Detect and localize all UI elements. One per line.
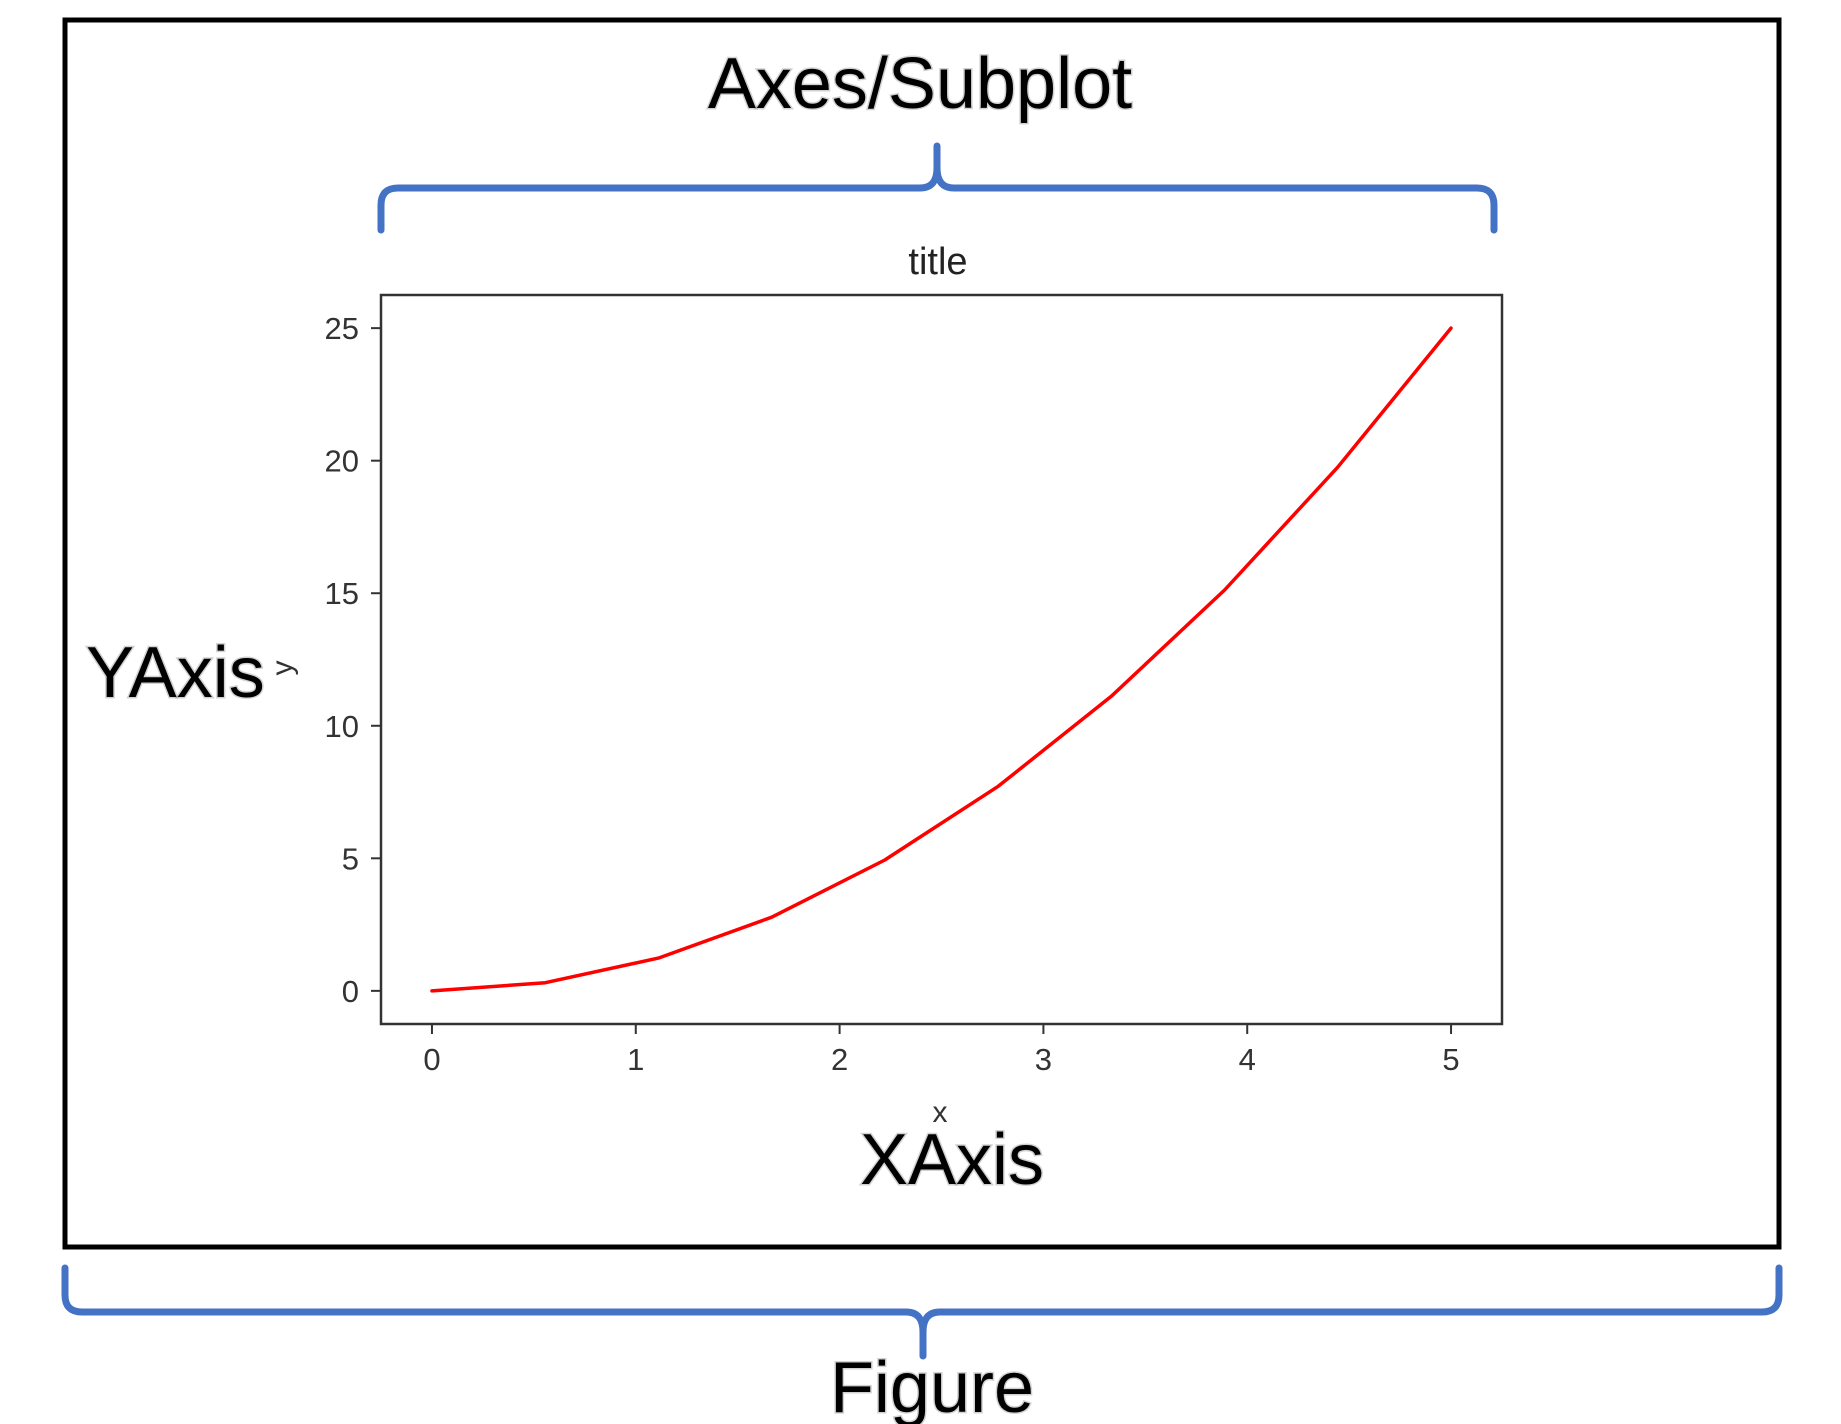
- figure-label: Figure: [830, 1348, 1034, 1424]
- figure-brace: [61, 1264, 1783, 1360]
- x-axis-small-label: x: [933, 1096, 948, 1129]
- axes-subplot-label: Axes/Subplot: [708, 44, 1132, 124]
- y-tick-label: 15: [325, 576, 359, 611]
- x-tick-label: 5: [1442, 1042, 1459, 1077]
- y-tick-label: 20: [325, 444, 359, 479]
- y-axis-annotation: YAxis: [86, 633, 265, 713]
- x-tick-label: 1: [627, 1042, 644, 1077]
- axes-subplot-brace: [377, 142, 1498, 234]
- x-tick-label: 4: [1239, 1042, 1256, 1077]
- x-tick-label: 0: [423, 1042, 440, 1077]
- plot-area: [379, 293, 1504, 1026]
- figure-border: [62, 17, 1782, 1250]
- y-tick-label: 5: [342, 841, 359, 876]
- x-tick-label: 3: [1035, 1042, 1052, 1077]
- y-axis-ticks: 0 5 10 15 20 25: [325, 311, 381, 1009]
- x-axis-annotation: XAxis: [860, 1120, 1044, 1200]
- y-tick-label: 0: [342, 974, 359, 1009]
- y-tick-label: 25: [325, 311, 359, 346]
- x-axis-ticks: 0 1 2 3 4 5: [423, 1024, 1460, 1077]
- y-axis-small-label: y: [266, 661, 299, 676]
- chart-title: title: [908, 241, 967, 283]
- series-line: [430, 326, 1453, 993]
- y-tick-label: 10: [325, 709, 359, 744]
- x-tick-label: 2: [831, 1042, 848, 1077]
